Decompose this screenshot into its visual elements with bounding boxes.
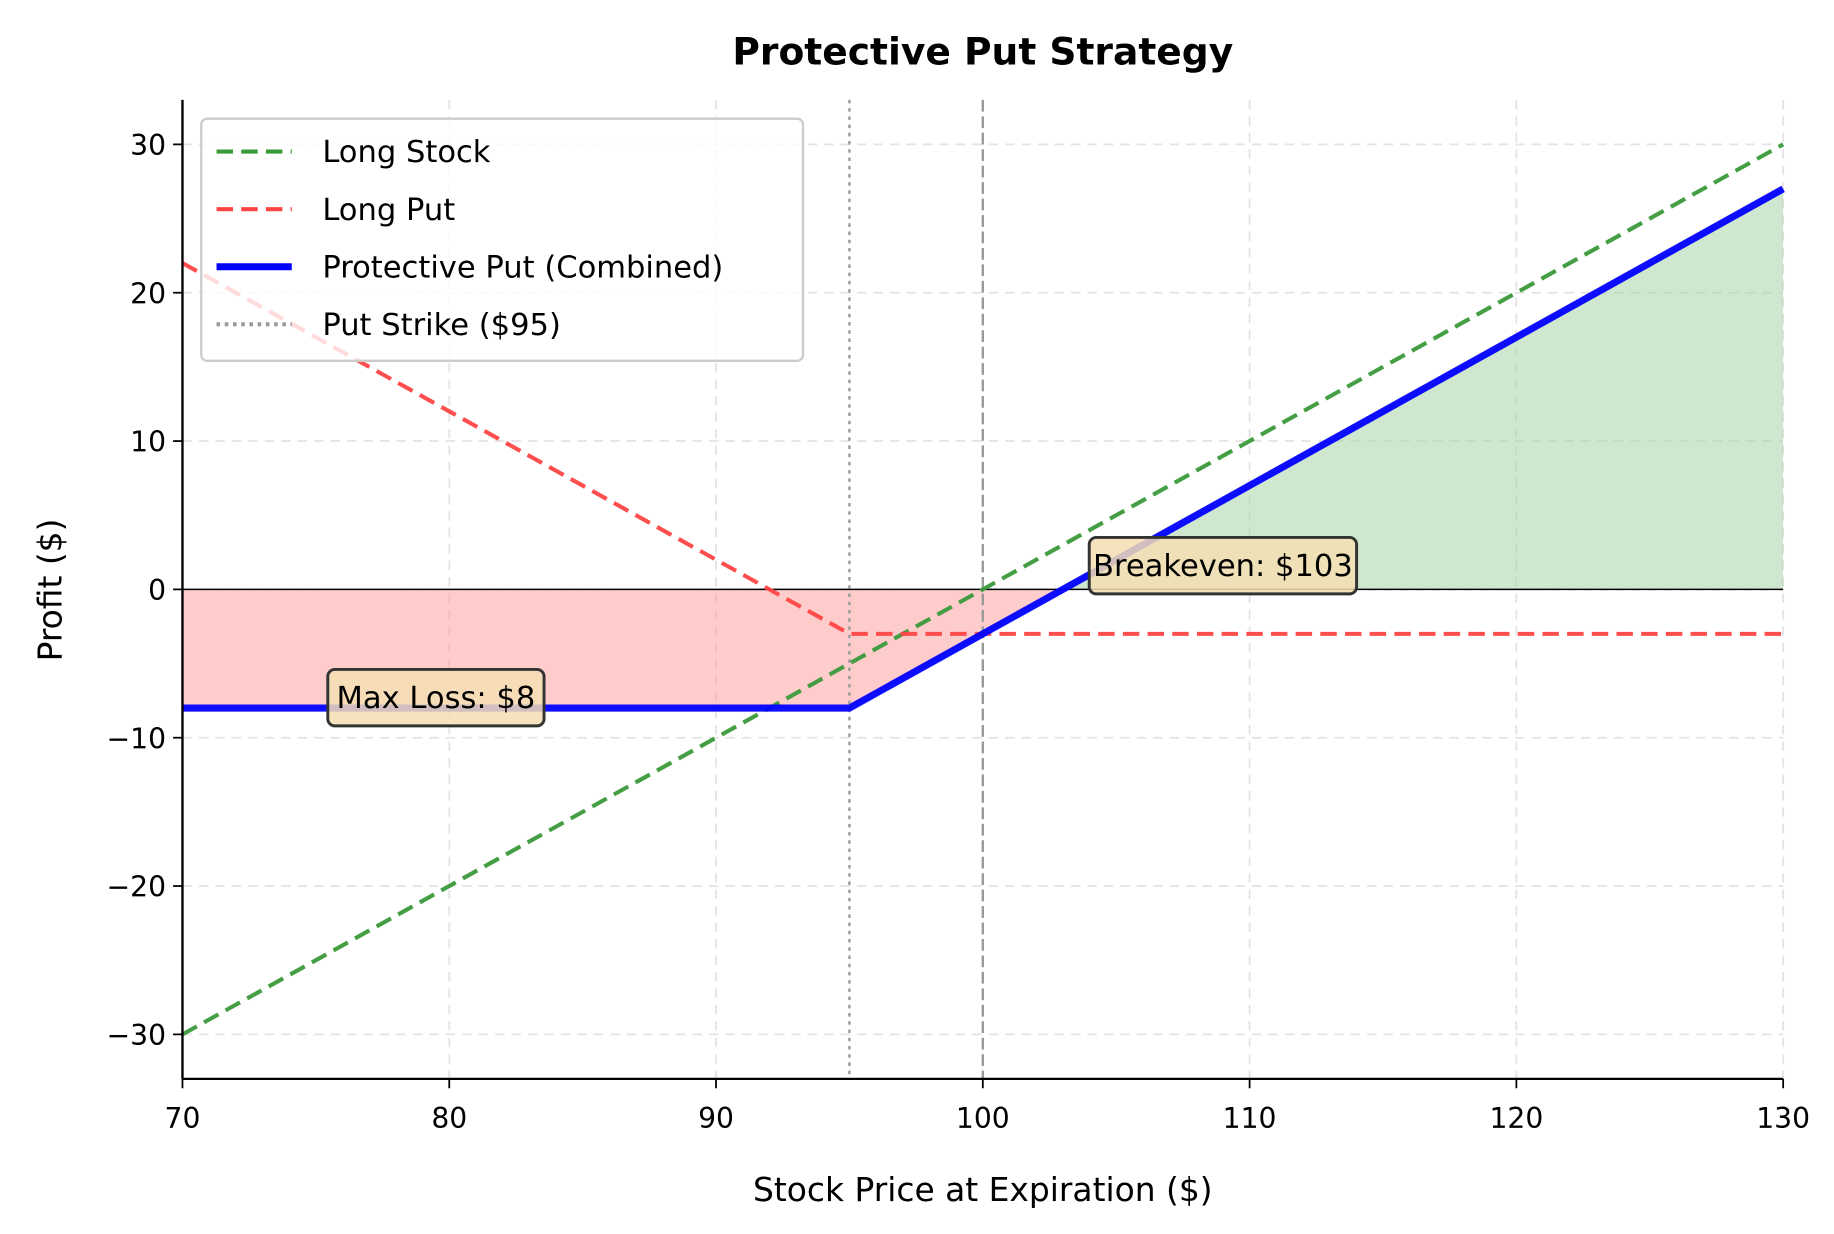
y-tick-label: −20 [107,871,167,904]
legend-label: Put Strike ($95) [322,308,561,343]
legend-box [200,117,805,362]
y-axis-label: Profit ($) [30,519,69,662]
x-tick-label: 90 [698,1102,734,1135]
x-tick-label: 80 [431,1102,467,1135]
annotations: Max Loss: $8 Breakeven: $103 [326,535,1359,728]
x-axis-label: Stock Price at Expiration ($) [753,1170,1213,1209]
y-tick-label: 20 [130,277,166,310]
annotation-box [1087,535,1359,596]
legend-label: Protective Put (Combined) [322,250,723,285]
legend-label: Long Stock [322,135,490,170]
legend-label: Long Put [322,193,455,228]
chart-title: Protective Put Strategy [732,30,1233,74]
x-tick-label: 120 [1489,1102,1543,1135]
x-tick-label: 130 [1756,1102,1810,1135]
x-tick-label: 100 [956,1102,1010,1135]
annotation-label: Breakeven: $103 [1093,549,1353,584]
ticks: 70 80 90 100 110 120 130 −30 −20 −10 0 10 20 30 [107,129,1811,1135]
series-line-0 [181,142,1785,1037]
x-tick-label: 110 [1223,1102,1277,1135]
legend: Long Stock Long Put Protective Put (Combin… [200,117,805,362]
y-tick-label: 0 [148,574,166,607]
y-tick-label: 10 [130,426,166,459]
series-line-1 [181,261,1784,636]
y-tick-label: 30 [130,129,166,162]
y-tick-label: −30 [107,1019,167,1052]
y-tick-label: −10 [107,722,167,755]
annotation-label: Max Loss: $8 [337,681,536,716]
annotation-box [326,667,546,728]
x-tick-label: 70 [165,1102,201,1135]
loss-fill [182,589,1063,709]
